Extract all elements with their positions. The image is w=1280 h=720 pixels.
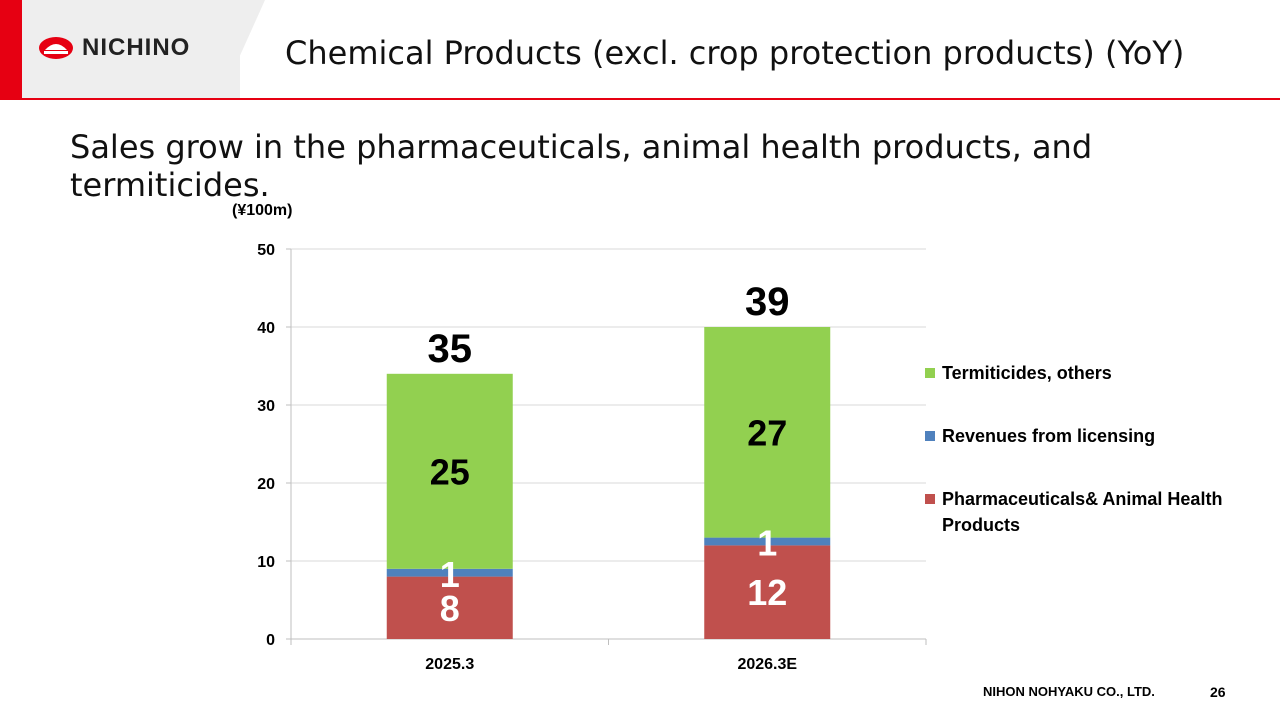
page-title: Chemical Products (excl. crop protection… [285, 34, 1185, 72]
company-logo: NICHINO [38, 34, 190, 62]
bar-segment [386, 373, 513, 569]
data-label: 25 [430, 451, 470, 492]
x-tick-label: 2025.3 [425, 656, 474, 673]
legend-item-licensing: Revenues from licensing [925, 423, 1242, 449]
y-tick-label: 50 [257, 242, 275, 259]
legend-swatch [925, 368, 935, 378]
x-tick-label: 2026.3E [737, 656, 797, 673]
total-label: 39 [745, 280, 790, 324]
data-label: 1 [440, 554, 460, 595]
y-tick-label: 30 [257, 398, 275, 415]
legend-item-pharmaceuticals: Pharmaceuticals& Animal Health Products [925, 486, 1242, 538]
nichino-emblem-icon [39, 37, 73, 59]
legend-item-termiticides: Termiticides, others [925, 360, 1242, 386]
data-label: 12 [747, 572, 787, 613]
footer-company: NIHON NOHYAKU CO., LTD. [983, 684, 1155, 699]
header-divider [0, 98, 1280, 100]
y-tick-label: 20 [257, 476, 275, 493]
y-tick-label: 40 [257, 320, 275, 337]
y-tick-label: 0 [266, 632, 275, 649]
header-bar: NICHINO Chemical Products (excl. crop pr… [0, 0, 1280, 100]
bar-segment [704, 545, 831, 639]
page-number: 26 [1210, 684, 1226, 700]
legend-swatch [925, 494, 935, 504]
data-label: 1 [757, 523, 777, 564]
slide-subtitle: Sales grow in the pharmaceuticals, anima… [70, 128, 1093, 204]
bar-segment [386, 576, 513, 639]
brand-strip [0, 0, 22, 100]
legend-label: Revenues from licensing [942, 426, 1156, 446]
legend-swatch [925, 431, 935, 441]
bar-segment [704, 537, 831, 546]
y-tick-label: 10 [257, 554, 275, 571]
legend-label: Pharmaceuticals& Animal Health Products [942, 489, 1223, 535]
logo-background-slant [220, 0, 265, 100]
data-label: 8 [440, 588, 460, 629]
bar-segment [386, 568, 513, 577]
data-label: 27 [747, 412, 787, 453]
unit-label: (¥100m) [232, 202, 293, 219]
bar-segment [704, 327, 831, 538]
total-label: 35 [428, 327, 473, 371]
legend-label: Termiticides, others [942, 363, 1112, 383]
logo-text: NICHINO [82, 34, 191, 61]
